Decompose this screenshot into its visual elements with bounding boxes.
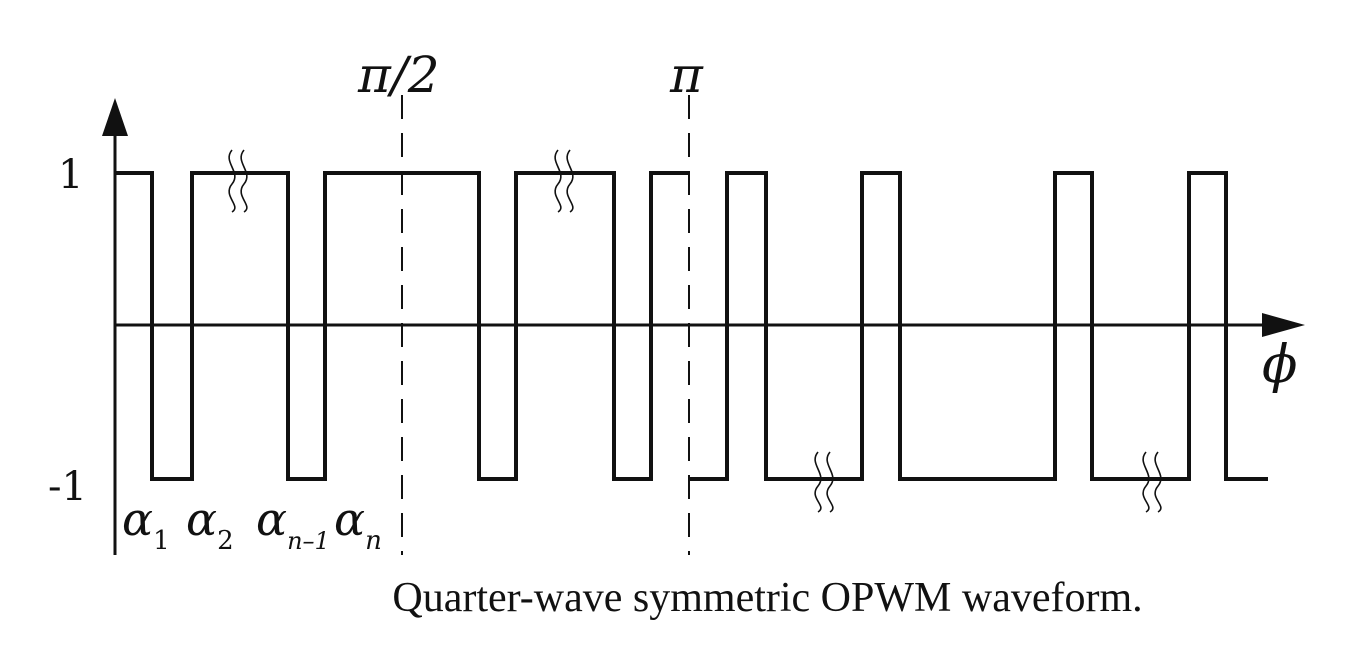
alpha-n-sub: n	[365, 526, 382, 556]
alpha-1-symbol: α	[122, 492, 153, 546]
y-label-low: -1	[48, 464, 87, 510]
x-axis-label: ϕ	[1262, 335, 1297, 395]
y-axis-arrow-icon	[102, 98, 128, 136]
break-symbol-top-1	[229, 150, 247, 212]
alpha-2-symbol: α	[186, 492, 217, 546]
break-symbol-bottom-2	[1143, 452, 1161, 512]
alpha-1-label: α1	[122, 492, 170, 556]
half-pi-label: π/2	[357, 46, 440, 104]
x-axis-arrow-icon	[1262, 313, 1305, 337]
break-symbol-bottom-1	[815, 452, 833, 512]
alpha-2-label: α2	[186, 492, 234, 556]
alpha-1-sub: 1	[153, 526, 170, 556]
alpha-n-minus-1-sub: n–1	[287, 527, 330, 555]
pi-label: π	[669, 46, 704, 104]
alpha-2-sub: 2	[217, 526, 234, 556]
alpha-n-minus-1-label: αn–1	[256, 492, 330, 555]
y-label-high: 1	[58, 152, 83, 198]
break-symbol-top-2	[555, 150, 573, 212]
alpha-n-symbol: α	[334, 492, 365, 546]
alpha-n-minus-1-symbol: α	[256, 492, 287, 546]
alpha-n-label: αn	[334, 492, 382, 556]
figure-caption: Quarter-wave symmetric OPWM waveform.	[0, 574, 1345, 622]
